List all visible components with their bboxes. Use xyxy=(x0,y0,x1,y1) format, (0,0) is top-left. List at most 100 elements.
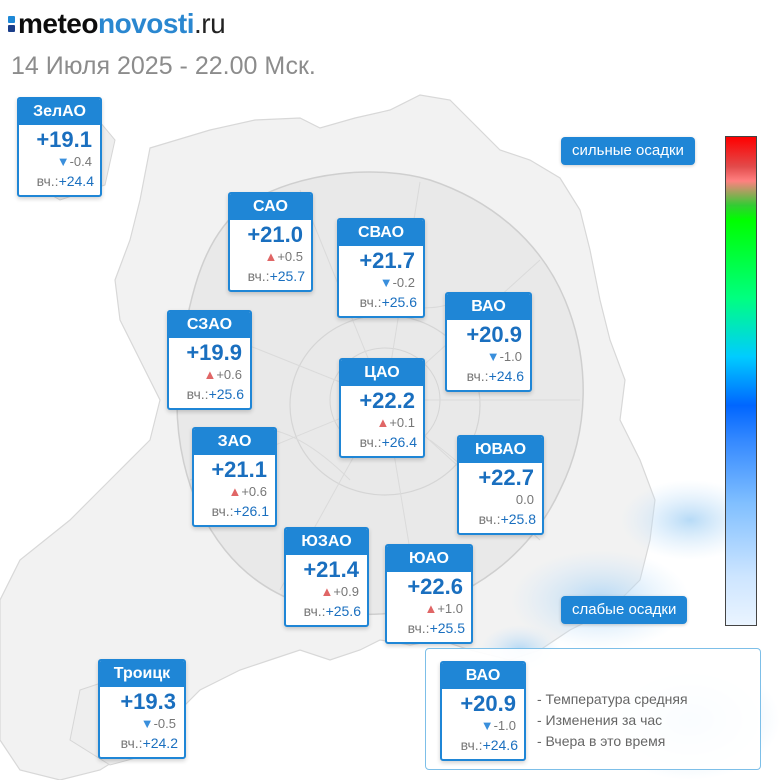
arrow-up-icon: ▲ xyxy=(424,601,438,616)
district-card-yuzao[interactable]: ЮЗАО +21.4 ▲+0.9 вч.:+25.6 xyxy=(284,527,369,627)
average-temperature: +19.9 xyxy=(186,340,242,365)
yesterday-value: +24.2 xyxy=(142,735,178,751)
district-name: ВАО xyxy=(447,294,530,320)
yesterday-value: +25.6 xyxy=(208,386,244,402)
average-temperature: +22.7 xyxy=(478,465,534,490)
hourly-change-value: -0.2 xyxy=(392,275,415,290)
site-logo[interactable]: meteo novosti .ru xyxy=(8,6,226,42)
yesterday-temperature: вч.:+26.4 xyxy=(341,431,423,451)
average-temperature: +21.7 xyxy=(359,248,415,273)
yesterday-temperature: вч.:+25.8 xyxy=(459,508,542,528)
arrow-down-icon: ▼ xyxy=(56,154,70,169)
precipitation-scale-bar xyxy=(725,136,757,626)
district-card-vao[interactable]: ВАО +20.9 ▼-1.0 вч.:+24.6 xyxy=(445,292,532,392)
average-temperature: +19.3 xyxy=(120,689,176,714)
hourly-change-value: +0.9 xyxy=(333,584,359,599)
hourly-change-value: +0.6 xyxy=(216,367,242,382)
hourly-change: ▼-1.0 xyxy=(447,348,530,365)
hourly-change: ▼-0.5 xyxy=(100,715,184,732)
hourly-change-value: +0.5 xyxy=(277,249,303,264)
district-name: СЗАО xyxy=(169,312,250,338)
hourly-change-value: +0.6 xyxy=(241,484,267,499)
arrow-up-icon: ▲ xyxy=(228,484,242,499)
hourly-change: ▲+0.9 xyxy=(286,583,367,600)
arrow-up-icon: ▲ xyxy=(320,584,334,599)
scale-label-light: слабые осадки xyxy=(561,596,688,624)
average-temperature: +19.1 xyxy=(36,127,92,152)
scale-label-heavy: сильные осадки xyxy=(561,137,695,165)
district-card-zelao[interactable]: ЗелАО +19.1 ▼-0.4 вч.:+24.4 xyxy=(17,97,102,197)
yesterday-temperature: вч.:+24.6 xyxy=(442,734,524,754)
district-name: ЮАО xyxy=(387,546,471,572)
hourly-change-value: -1.0 xyxy=(493,718,516,733)
arrow-up-icon: ▲ xyxy=(203,367,217,382)
yesterday-value: +24.4 xyxy=(58,173,94,189)
hourly-change: 0.0 xyxy=(459,491,542,508)
yesterday-label: вч.: xyxy=(407,620,430,636)
yesterday-temperature: вч.:+24.2 xyxy=(100,732,184,752)
yesterday-temperature: вч.:+24.6 xyxy=(447,365,530,385)
yesterday-label: вч.: xyxy=(120,735,143,751)
average-temperature: +20.9 xyxy=(466,322,522,347)
average-temperature: +20.9 xyxy=(460,691,516,716)
yesterday-value: +25.5 xyxy=(429,620,465,636)
yesterday-label: вч.: xyxy=(359,434,382,450)
district-card-sao[interactable]: САО +21.0 ▲+0.5 вч.:+25.7 xyxy=(228,192,313,292)
yesterday-value: +24.6 xyxy=(482,737,518,753)
arrow-up-icon: ▲ xyxy=(376,415,390,430)
average-temperature: +21.0 xyxy=(247,222,303,247)
hourly-change: ▼-0.2 xyxy=(339,274,423,291)
yesterday-label: вч.: xyxy=(247,268,270,284)
yesterday-value: +25.7 xyxy=(269,268,305,284)
district-name: СВАО xyxy=(339,220,423,246)
district-name: ЮЗАО xyxy=(286,529,367,555)
hourly-change-value: +1.0 xyxy=(437,601,463,616)
arrow-down-icon: ▼ xyxy=(480,718,494,733)
arrow-down-icon: ▼ xyxy=(140,716,154,731)
district-card-troick[interactable]: Троицк +19.3 ▼-0.5 вч.:+24.2 xyxy=(98,659,186,759)
average-temperature: +21.1 xyxy=(211,457,267,482)
yesterday-value: +26.1 xyxy=(233,503,269,519)
yesterday-temperature: вч.:+25.6 xyxy=(169,383,250,403)
yesterday-value: +24.6 xyxy=(488,368,524,384)
district-card-zao[interactable]: ЗАО +21.1 ▲+0.6 вч.:+26.1 xyxy=(192,427,277,527)
legend-item-avg-temp: - Температура средняя xyxy=(537,691,688,707)
hourly-change: ▲+1.0 xyxy=(387,600,471,617)
yesterday-value: +25.8 xyxy=(500,511,536,527)
hourly-change: ▲+0.1 xyxy=(341,414,423,431)
arrow-up-icon: ▲ xyxy=(264,249,278,264)
hourly-change-value: -0.5 xyxy=(153,716,176,731)
yesterday-label: вч.: xyxy=(36,173,59,189)
hourly-change: ▲+0.5 xyxy=(230,248,311,265)
district-card-yuao[interactable]: ЮАО +22.6 ▲+1.0 вч.:+25.5 xyxy=(385,544,473,644)
yesterday-label: вч.: xyxy=(303,603,326,619)
district-name: ЗелАО xyxy=(19,99,100,125)
legend-items: - Температура средняя - Изменения за час… xyxy=(537,689,688,752)
yesterday-temperature: вч.:+25.7 xyxy=(230,265,311,285)
district-card-szao[interactable]: СЗАО +19.9 ▲+0.6 вч.:+25.6 xyxy=(167,310,252,410)
hourly-change: ▲+0.6 xyxy=(194,483,275,500)
district-card-yuvao[interactable]: ЮВАО +22.7 0.0 вч.:+25.8 xyxy=(457,435,544,535)
yesterday-label: вч.: xyxy=(460,737,483,753)
logo-text-part3: .ru xyxy=(194,8,226,39)
district-card-svao[interactable]: СВАО +21.7 ▼-0.2 вч.:+25.6 xyxy=(337,218,425,318)
legend-panel: ВАО +20.9 ▼-1.0 вч.:+24.6 - Температура сре… xyxy=(425,648,761,770)
hourly-change: ▼-1.0 xyxy=(442,717,524,734)
logo-icon xyxy=(8,16,15,32)
yesterday-value: +25.6 xyxy=(381,294,417,310)
legend-item-yesterday: - Вчера в это время xyxy=(537,733,666,749)
district-card-cao[interactable]: ЦАО +22.2 ▲+0.1 вч.:+26.4 xyxy=(339,358,425,458)
district-name: ЦАО xyxy=(341,360,423,386)
hourly-change-value: -0.4 xyxy=(69,154,92,169)
district-name: ЗАО xyxy=(194,429,275,455)
district-name: Троицк xyxy=(100,661,184,687)
yesterday-temperature: вч.:+25.6 xyxy=(339,291,423,311)
hourly-change-value: +0.1 xyxy=(389,415,415,430)
district-name: САО xyxy=(230,194,311,220)
hourly-change: ▼-0.4 xyxy=(19,153,100,170)
legend-item-hourly-change: - Изменения за час xyxy=(537,712,663,728)
yesterday-label: вч.: xyxy=(478,511,501,527)
yesterday-label: вч.: xyxy=(211,503,234,519)
district-name: ЮВАО xyxy=(459,437,542,463)
yesterday-temperature: вч.:+24.4 xyxy=(19,170,100,190)
